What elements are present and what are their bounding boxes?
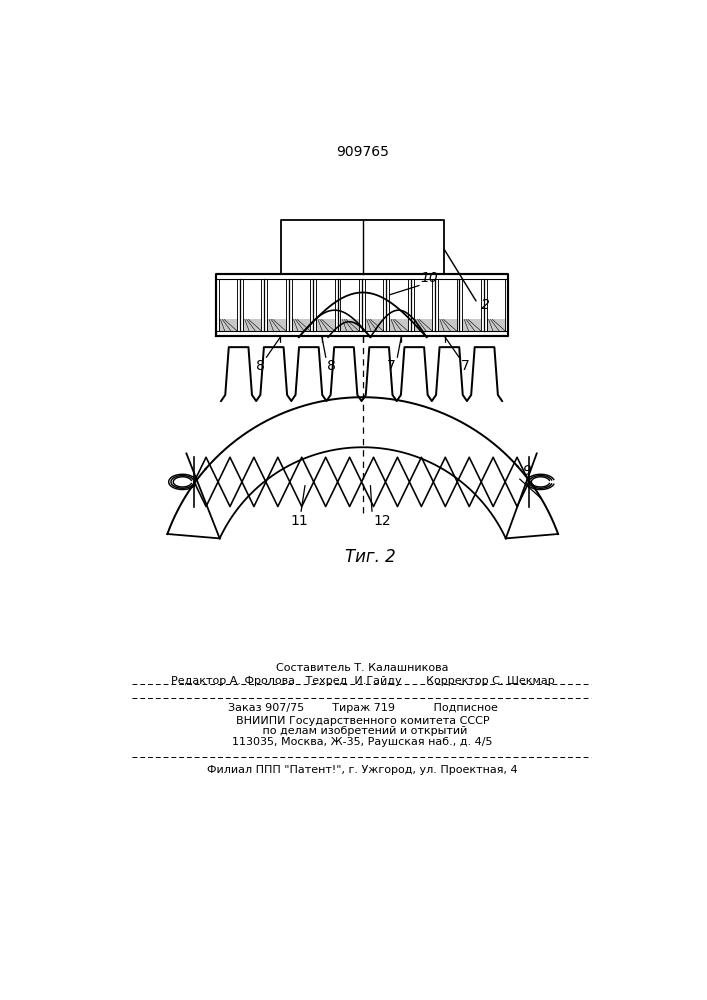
Polygon shape [487,319,506,331]
Text: 113035, Москва, Ж-35, Раушская наб., д. 4/5: 113035, Москва, Ж-35, Раушская наб., д. … [233,737,493,747]
Polygon shape [438,319,457,331]
Text: Τиг. 2: Τиг. 2 [345,548,396,566]
Text: 10: 10 [421,271,438,285]
Polygon shape [414,319,432,331]
Text: Заказ 907/75        Тираж 719           Подписное: Заказ 907/75 Тираж 719 Подписное [228,703,498,713]
Polygon shape [390,319,408,331]
Text: 2: 2 [481,298,490,312]
Polygon shape [316,319,334,331]
Text: 11: 11 [291,514,308,528]
Text: ВНИИПИ Государственного комитета СССР: ВНИИПИ Государственного комитета СССР [236,716,489,726]
Polygon shape [365,319,383,331]
Text: 12: 12 [373,514,391,528]
Text: Филиал ППП "Патент!", г. Ужгород, ул. Проектная, 4: Филиал ППП "Патент!", г. Ужгород, ул. Пр… [207,765,518,775]
Polygon shape [462,319,481,331]
Text: 8: 8 [327,359,336,373]
Text: 7: 7 [460,359,469,373]
Text: 909765: 909765 [337,145,389,159]
Text: 8: 8 [256,359,265,373]
Text: Составитель Т. Калашникова: Составитель Т. Калашникова [276,663,449,673]
Text: Редактор А. Фролова   Техред  И.Гайду       Корректор С. Шекмар: Редактор А. Фролова Техред И.Гайду Корре… [171,676,554,686]
Polygon shape [267,319,286,331]
Text: 9: 9 [523,464,532,478]
Text: по делам изобретений и открытий: по делам изобретений и открытий [259,726,467,736]
Polygon shape [341,319,359,331]
Text: 7: 7 [387,359,396,373]
Polygon shape [243,319,262,331]
Polygon shape [218,319,237,331]
Polygon shape [292,319,310,331]
